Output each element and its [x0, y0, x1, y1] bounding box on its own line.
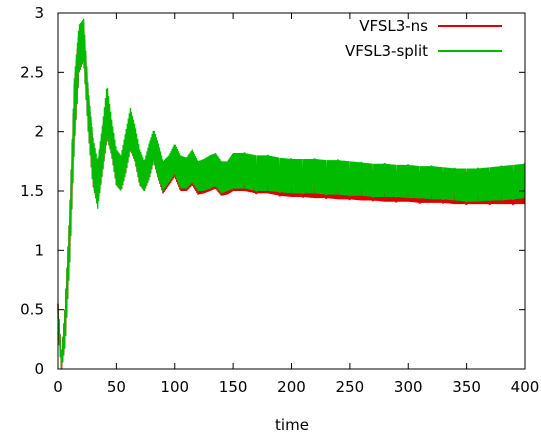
legend-label: VFSL3-split [345, 42, 428, 60]
x-tick-label: 100 [160, 378, 189, 396]
x-tick-label: 250 [336, 378, 365, 396]
series-line-vfsl3-split [57, 18, 526, 370]
x-tick-label: 300 [394, 378, 423, 396]
y-tick-label: 0 [34, 360, 44, 378]
legend: VFSL3-ns VFSL3-split [345, 17, 502, 60]
tick-layer: 0 50 100 150 200 250 300 350 400 0 0.5 1 1.5 2 2.5 3 [20, 4, 539, 396]
x-tick-label: 400 [511, 378, 540, 396]
y-tick-label: 1 [34, 241, 44, 259]
x-tick-label: 200 [277, 378, 306, 396]
y-tick-label: 3 [34, 4, 44, 22]
x-axis-label: time [275, 416, 309, 434]
y-tick-label: 0.5 [20, 301, 44, 319]
legend-label: VFSL3-ns [359, 17, 428, 35]
y-tick-label: 2 [34, 123, 44, 141]
series-layer [57, 18, 526, 370]
x-tick-label: 50 [107, 378, 126, 396]
x-tick-label: 150 [219, 378, 248, 396]
y-tick-label: 2.5 [20, 63, 44, 81]
x-tick-label: 350 [452, 378, 481, 396]
y-tick-label: 1.5 [20, 182, 44, 200]
x-tick-label: 0 [53, 378, 63, 396]
